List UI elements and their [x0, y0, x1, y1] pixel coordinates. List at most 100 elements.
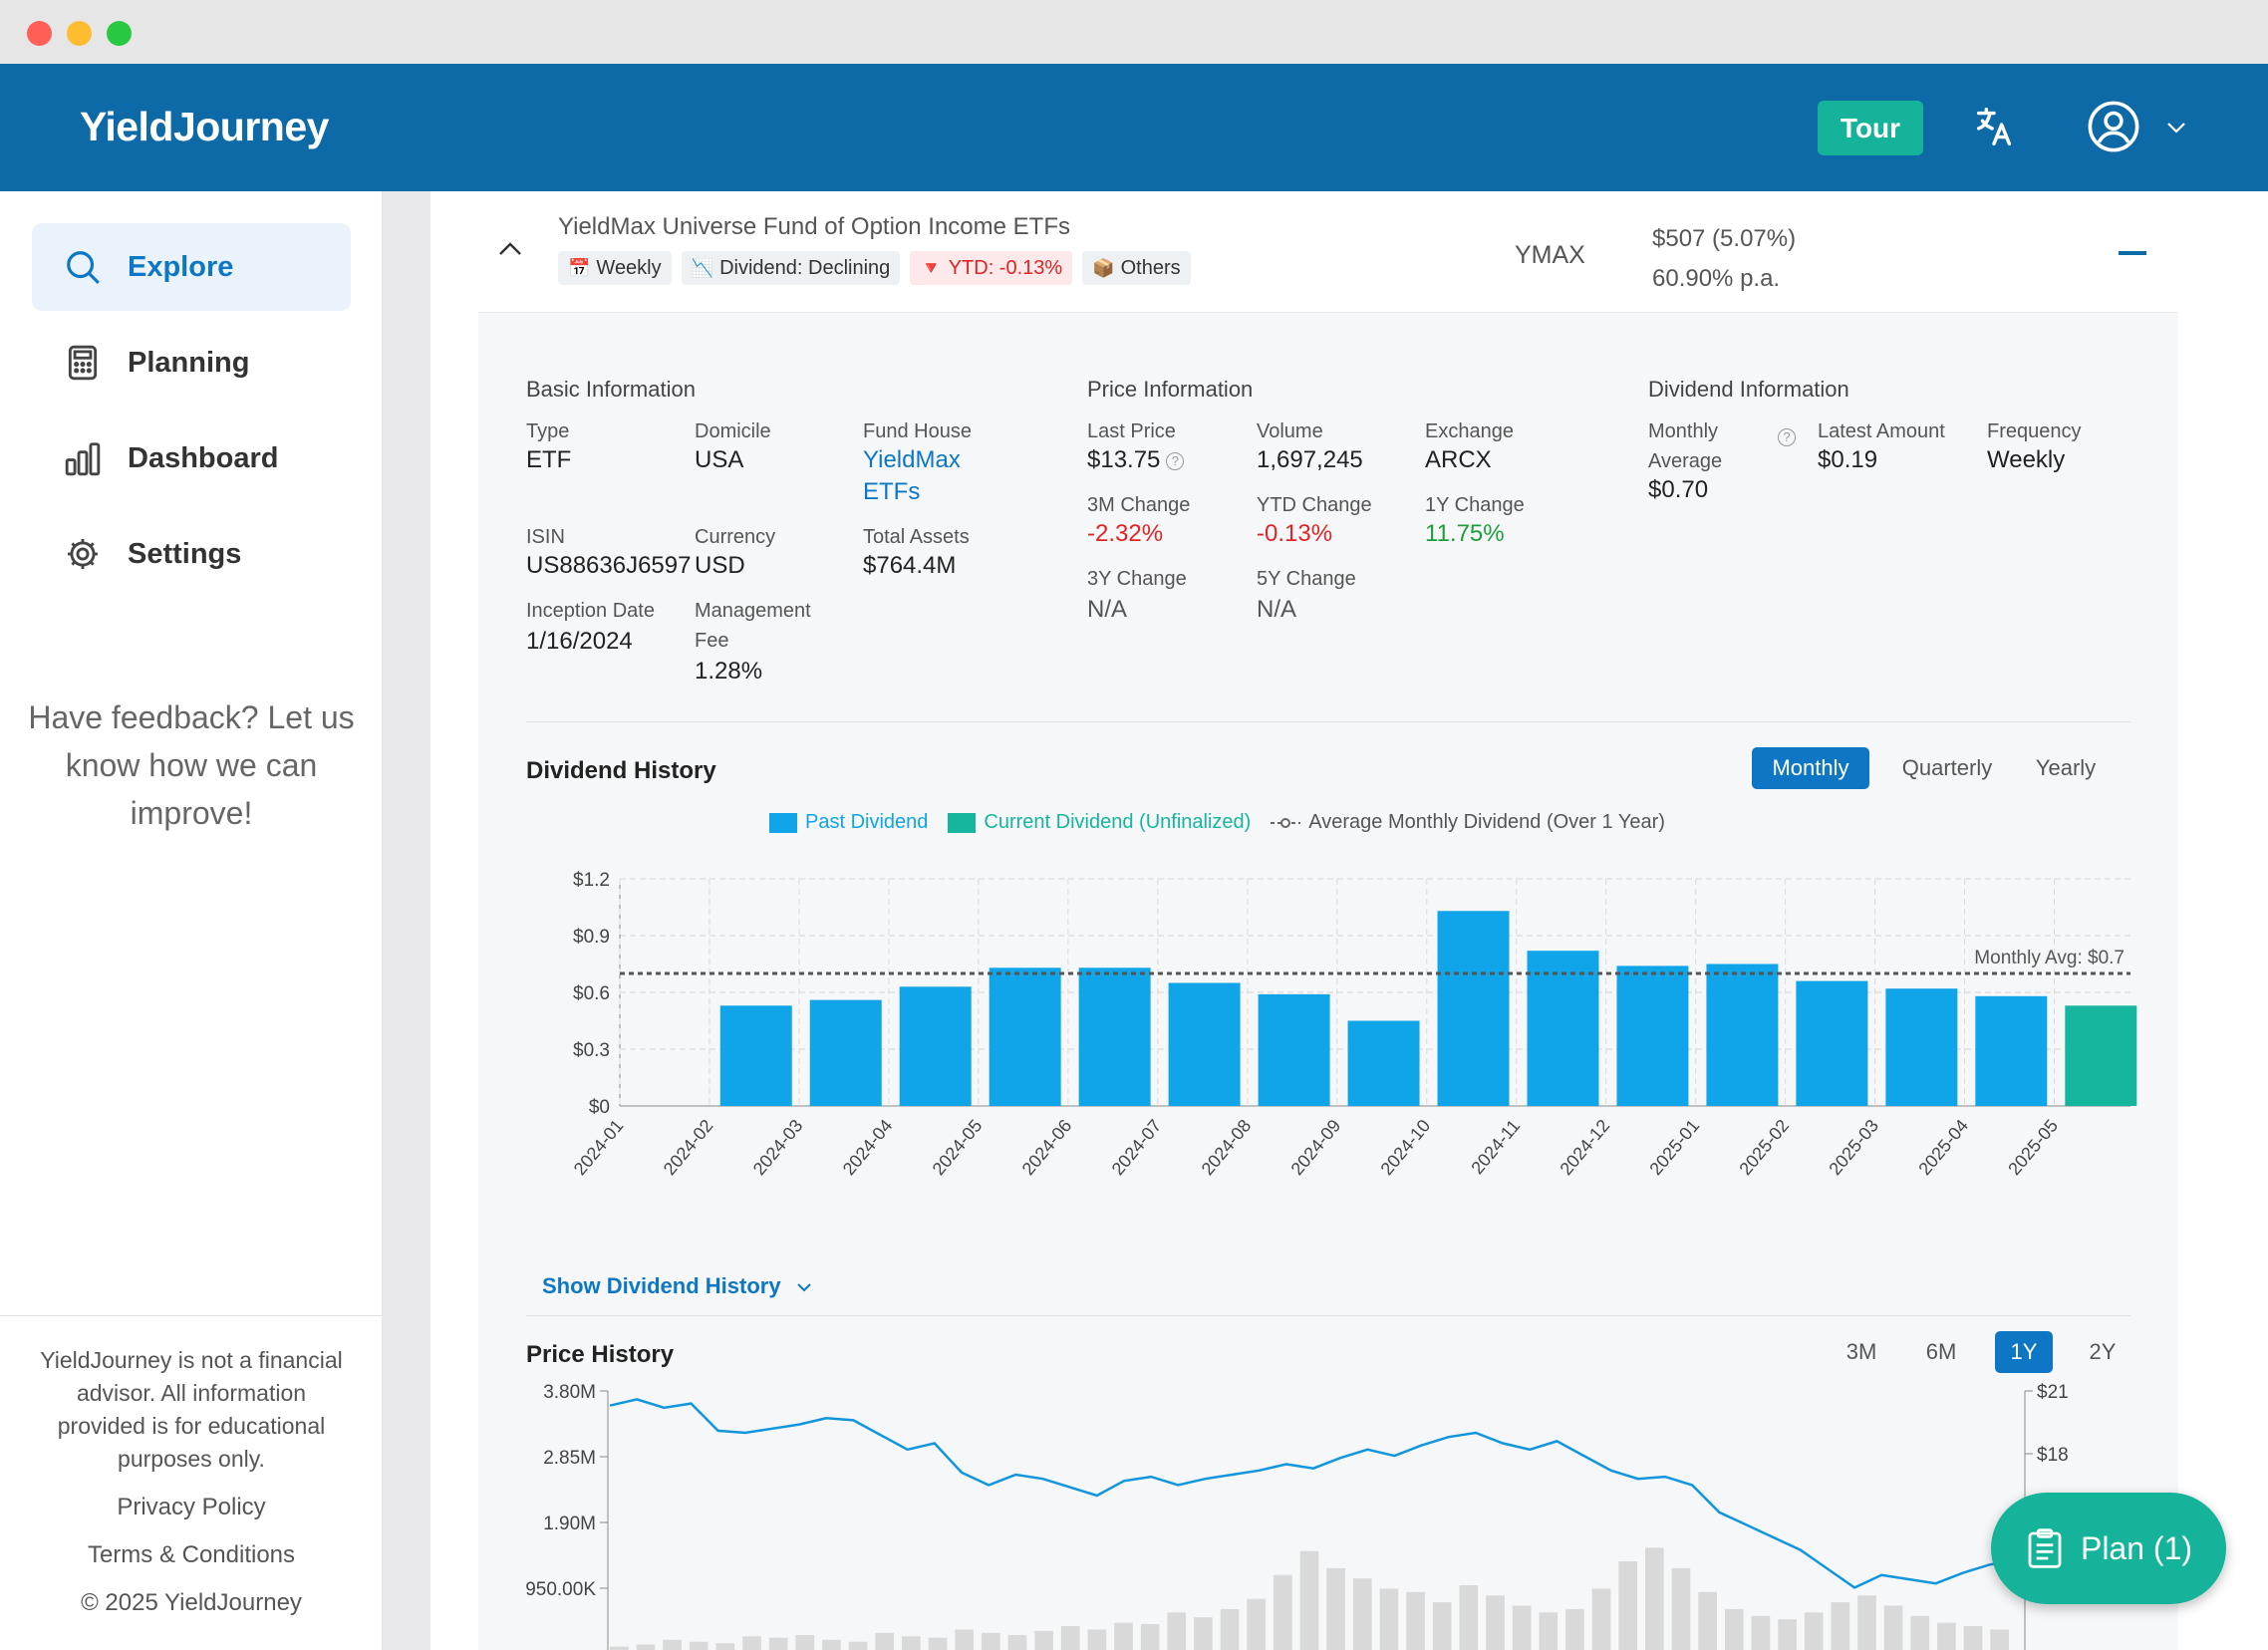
bar-past-dividend[interactable] [899, 986, 972, 1106]
volume-bar [715, 1643, 735, 1650]
brand-logo[interactable]: YieldJourney [80, 104, 329, 149]
legend-average-dividend[interactable]: Average Monthly Dividend (Over 1 Year) [1271, 811, 1665, 834]
bar-past-dividend[interactable] [1796, 980, 1868, 1106]
calendar-icon: 📅 [568, 257, 591, 278]
main-content: YieldMax Universe Fund of Option Income … [430, 191, 2268, 1650]
bar-past-dividend[interactable] [989, 967, 1061, 1106]
x-tick-label: 2024-12 [1556, 1116, 1613, 1179]
close-window-button[interactable] [27, 21, 52, 46]
sidebar-item-planning[interactable]: Planning [32, 319, 351, 407]
last-price-label: Last Price [1087, 420, 1176, 442]
x-tick-label: 2025-03 [1825, 1116, 1882, 1179]
bar-past-dividend[interactable] [1258, 993, 1330, 1106]
tab-3m[interactable]: 3M [1845, 1339, 1877, 1364]
bar-current-dividend[interactable] [2065, 1005, 2137, 1106]
volume-bar [1591, 1588, 1611, 1650]
y-tick-label: $0.3 [573, 1040, 610, 1061]
bar-past-dividend[interactable] [1527, 951, 1599, 1106]
bar-past-dividend[interactable] [1616, 965, 1689, 1106]
dividend-history-chart: $0 $0.3 $0.6 $0.9 $1.2 2024-01 2024-02 2024-03 2… [570, 870, 2137, 1179]
show-dividend-history-label: Show Dividend History [542, 1273, 781, 1298]
y-tick-label: $0 [589, 1097, 610, 1118]
sidebar-item-label: Planning [128, 346, 250, 379]
volume-bar [1645, 1547, 1664, 1650]
volume-bar [1565, 1608, 1584, 1650]
5y-change-value: N/A [1257, 596, 1297, 623]
section-divider [526, 1315, 2130, 1316]
type-label: Type [526, 420, 570, 442]
remove-icon[interactable] [2119, 251, 2146, 255]
volume-bar [689, 1641, 709, 1650]
tab-6m[interactable]: 6M [1925, 1339, 1957, 1364]
x-tick-label: 2025-01 [1645, 1116, 1703, 1179]
x-tick-label: 2024-03 [749, 1116, 807, 1179]
privacy-policy-link[interactable]: Privacy Policy [117, 1494, 266, 1520]
plan-button[interactable]: Plan (1) [1991, 1493, 2226, 1604]
tab-1y[interactable]: 1Y [1995, 1331, 2053, 1373]
tour-button[interactable]: Tour [1818, 101, 1923, 155]
sidebar-item-dashboard[interactable]: Dashboard [32, 414, 351, 502]
last-price-value: $13.75? [1087, 444, 1185, 476]
tab-yearly[interactable]: Yearly [2035, 755, 2097, 780]
fund-house-link[interactable]: YieldMax [863, 446, 961, 473]
volume-bar [1379, 1588, 1399, 1650]
legend-past-dividend[interactable]: Past Dividend [769, 811, 928, 834]
bar-past-dividend[interactable] [1975, 995, 2048, 1106]
y-tick-label: $0.9 [573, 927, 610, 948]
volume-bar [1114, 1622, 1133, 1650]
legend-current-dividend[interactable]: Current Dividend (Unfinalized) [948, 811, 1251, 834]
translate-icon[interactable] [1971, 104, 2017, 149]
tag-label: YTD: -0.13% [948, 256, 1063, 279]
fund-house-link-line2[interactable]: ETFs [863, 478, 921, 505]
3y-change-value: N/A [1087, 596, 1128, 623]
volume-bar [1459, 1585, 1479, 1650]
volume-bar [1247, 1598, 1267, 1650]
volume-bar [1512, 1605, 1532, 1650]
bar-past-dividend[interactable] [1078, 967, 1151, 1106]
feedback-link[interactable]: Have feedback? Let us know how we can im… [28, 699, 355, 831]
volume-bar [1618, 1561, 1638, 1650]
clipboard-icon [2028, 1528, 2062, 1568]
sidebar: Explore Planning Dashboard Settings Have… [0, 191, 383, 1650]
x-tick-label: 2024-04 [839, 1116, 897, 1179]
minimize-window-button[interactable] [67, 21, 92, 46]
legend-label: Current Dividend (Unfinalized) [984, 811, 1252, 833]
frequency-value: Weekly [1987, 446, 2066, 473]
dividend-history-title: Dividend History [526, 757, 716, 784]
package-icon: 📦 [1092, 257, 1115, 278]
3m-change-label: 3M Change [1087, 494, 1191, 516]
volume-bar [1724, 1608, 1744, 1650]
bar-past-dividend[interactable] [1706, 963, 1779, 1107]
inception-label: Inception Date [526, 600, 655, 622]
user-account-icon[interactable] [2087, 100, 2140, 153]
tab-quarterly[interactable]: Quarterly [1901, 755, 1993, 780]
volume-bar [1034, 1630, 1053, 1650]
terms-link[interactable]: Terms & Conditions [87, 1541, 296, 1568]
bar-past-dividend[interactable] [1168, 982, 1241, 1107]
tab-2y[interactable]: 2Y [2089, 1339, 2117, 1364]
fund-row-header[interactable]: YieldMax Universe Fund of Option Income … [478, 191, 2178, 313]
volume-bar [768, 1637, 788, 1650]
bar-past-dividend[interactable] [1885, 988, 1958, 1106]
chevron-down-icon[interactable] [2164, 116, 2188, 139]
tab-monthly[interactable]: Monthly [1752, 747, 1869, 789]
volume-bar [742, 1636, 761, 1650]
help-icon[interactable]: ? [1166, 451, 1185, 470]
chevron-up-icon[interactable] [496, 239, 524, 259]
bar-past-dividend[interactable] [1437, 911, 1510, 1106]
sidebar-item-explore[interactable]: Explore [32, 223, 351, 311]
bar-past-dividend[interactable] [719, 1005, 792, 1106]
maximize-window-button[interactable] [107, 21, 132, 46]
sidebar-item-settings[interactable]: Settings [32, 510, 351, 598]
bar-past-dividend[interactable] [809, 999, 882, 1106]
volume-bar [1910, 1615, 1930, 1650]
volume-bar [1140, 1624, 1160, 1650]
y-tick-label: $0.6 [573, 983, 610, 1004]
fund-detail-panel: Basic Information Type ETF Domicile USA … [478, 313, 2178, 1650]
volume-bar [1432, 1602, 1452, 1650]
help-icon[interactable]: ? [1778, 428, 1796, 446]
show-dividend-history-toggle[interactable]: Show Dividend History [542, 1273, 813, 1299]
chart-down-icon: 📉 [691, 257, 714, 278]
bar-past-dividend[interactable] [1347, 1020, 1420, 1107]
